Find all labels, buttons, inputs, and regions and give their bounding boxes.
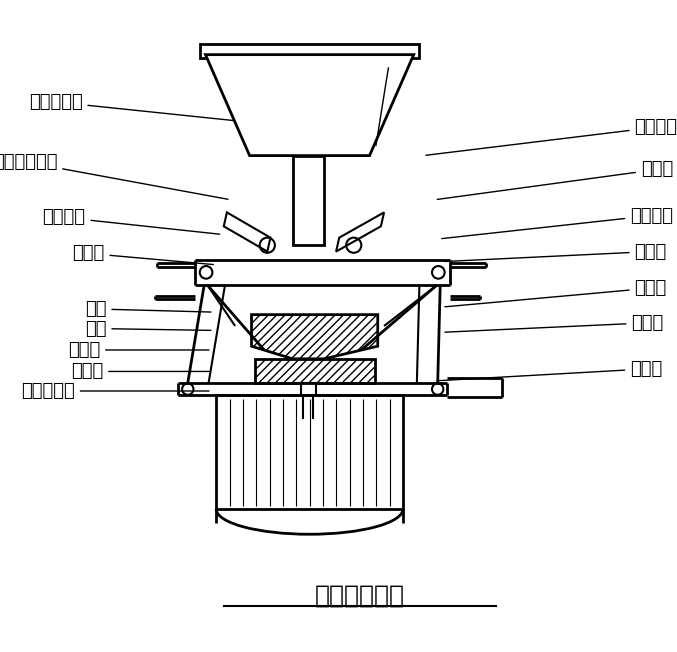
Bar xyxy=(292,156,324,245)
Text: 电磨机示意图: 电磨机示意图 xyxy=(315,584,405,608)
Bar xyxy=(301,383,316,407)
Text: 不锈钢漏斗: 不锈钢漏斗 xyxy=(28,93,234,121)
Text: 调紧螺母手柄: 调紧螺母手柄 xyxy=(0,153,228,200)
Text: 中心摇杆: 中心摇杆 xyxy=(426,118,677,155)
Text: 上缸体: 上缸体 xyxy=(72,244,213,265)
Text: 调节螺母: 调节螺母 xyxy=(43,209,220,234)
Polygon shape xyxy=(336,213,384,252)
Polygon shape xyxy=(255,359,374,383)
Bar xyxy=(297,406,320,419)
Text: 出渣口: 出渣口 xyxy=(437,160,673,200)
Text: 上磨轮座: 上磨轮座 xyxy=(441,207,673,239)
Text: 食品橡胶垫: 食品橡胶垫 xyxy=(21,382,209,400)
Text: 米笸: 米笸 xyxy=(85,319,211,338)
Text: 拨料器: 拨料器 xyxy=(71,363,209,380)
Text: 上砂轮: 上砂轮 xyxy=(68,341,209,359)
Bar xyxy=(200,44,419,58)
Bar xyxy=(216,395,403,509)
Polygon shape xyxy=(252,315,378,359)
Text: 弹簧: 弹簧 xyxy=(85,300,211,318)
Polygon shape xyxy=(205,55,414,156)
Polygon shape xyxy=(224,213,270,252)
Text: 下砂轮: 下砂轮 xyxy=(445,279,667,307)
Text: 下缸体: 下缸体 xyxy=(445,243,667,261)
Text: 出浆口: 出浆口 xyxy=(437,360,662,381)
Text: 连轴器: 连轴器 xyxy=(445,314,663,332)
